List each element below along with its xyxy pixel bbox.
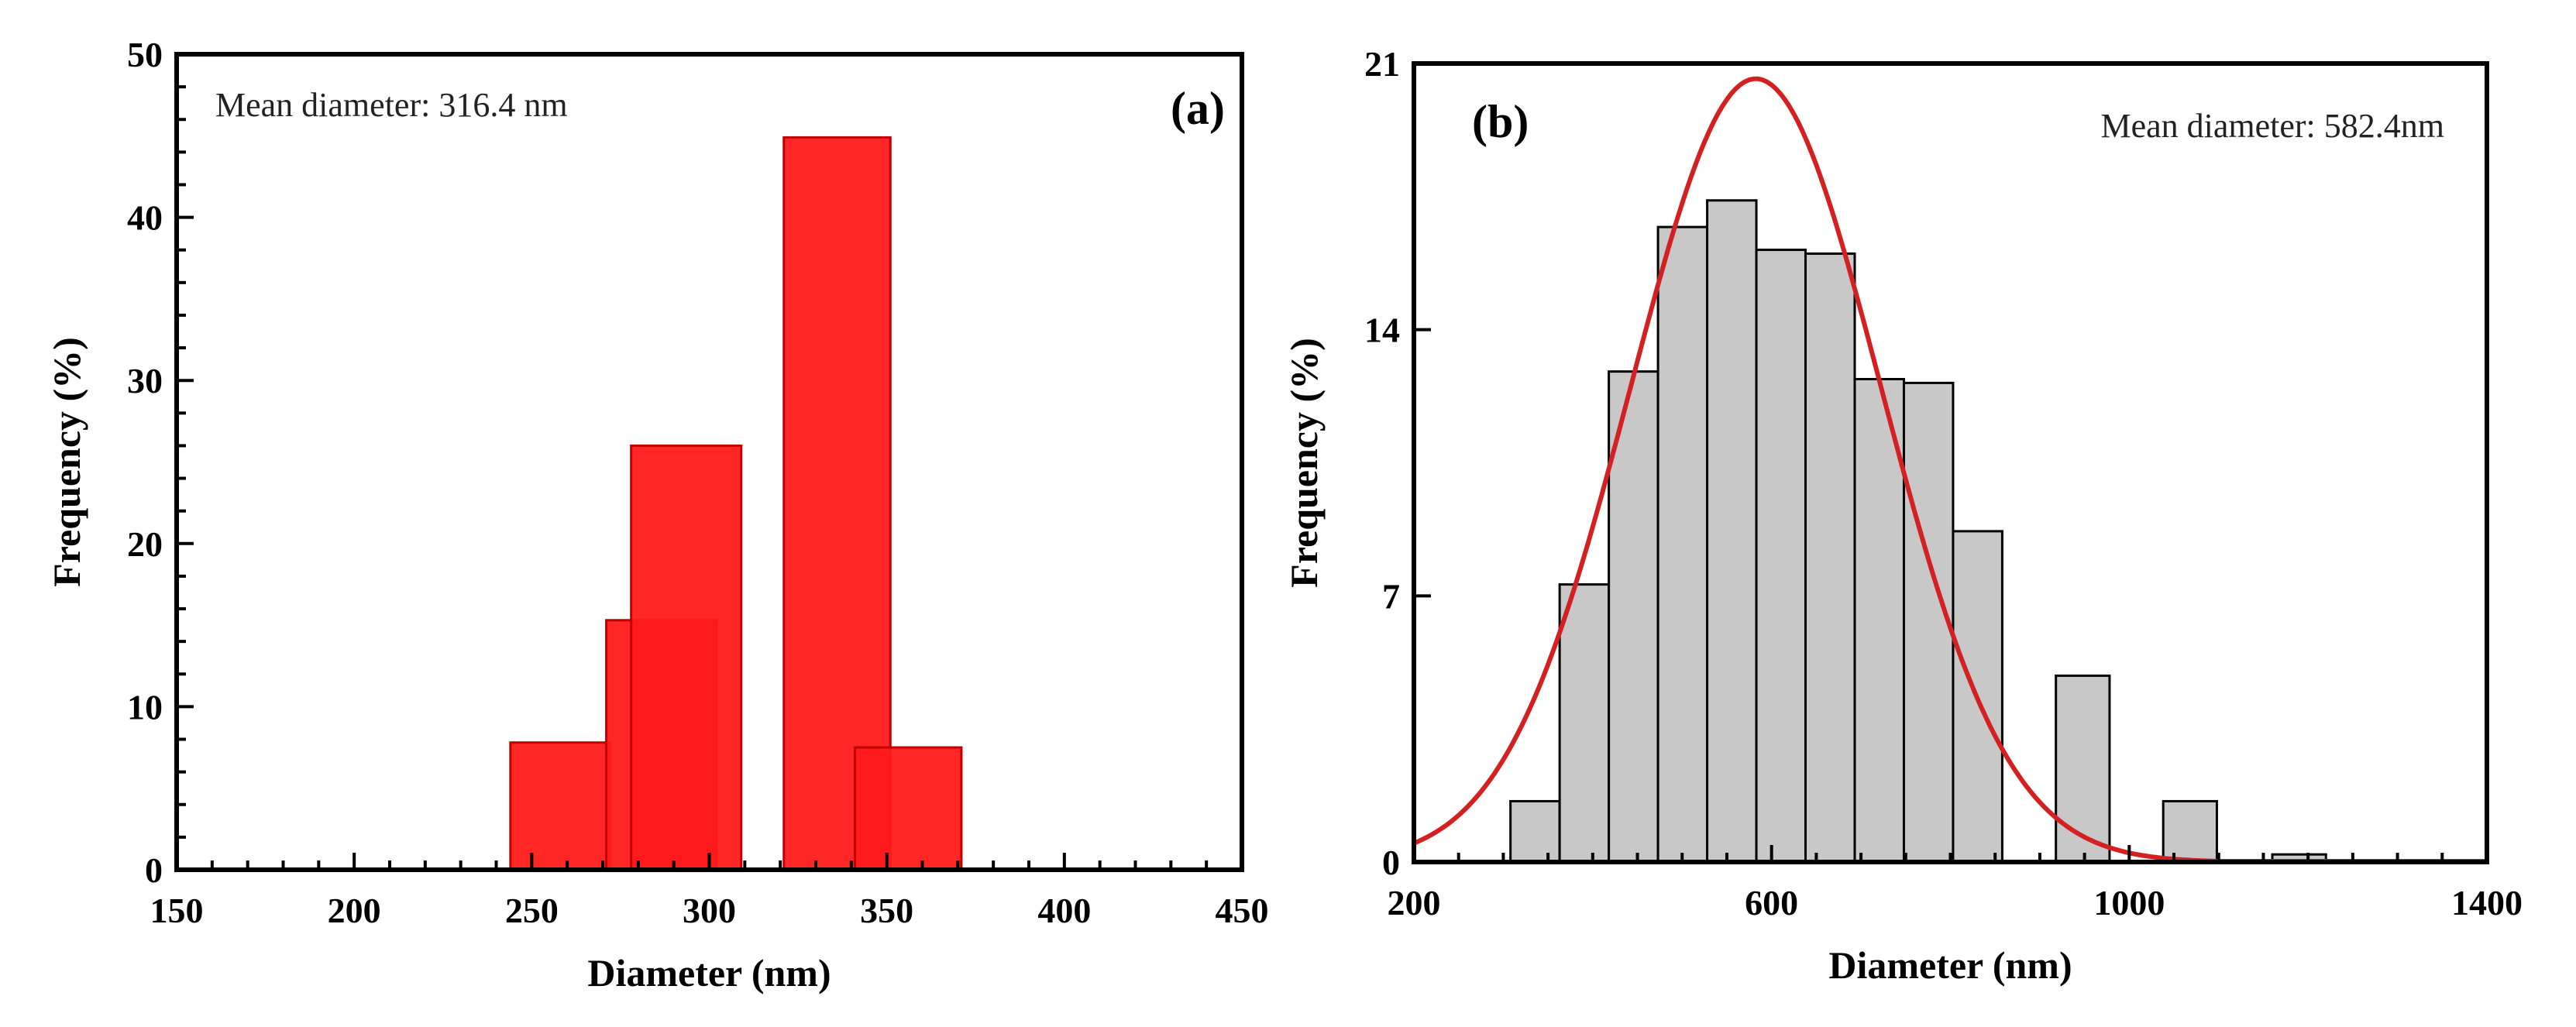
panel-b-bar-12 [2055, 674, 2111, 864]
panel-b-y-ticks: 0 7 14 21 [1364, 44, 1431, 882]
panel-a-y-ticks: 0 10 20 30 40 50 [127, 35, 194, 890]
panel-a-x-tick-label: 300 [683, 891, 736, 930]
panel-b-y-tick-label: 7 [1382, 576, 1400, 616]
panel-a-x-tick-label: 350 [860, 891, 913, 930]
panel-b-x-tick-label: 600 [1745, 883, 1798, 922]
panel-a: 150 200 250 300 350 400 450 0 10 20 30 40 50 Mean d… [45, 35, 1269, 994]
panel-a-y-axis-title: Frequency (%) [45, 337, 88, 587]
panel-b-x-axis-title: Diameter (nm) [1828, 943, 2072, 987]
panel-b-x-tick-label: 1400 [2451, 883, 2523, 922]
panel-a-y-tick-label: 40 [127, 198, 163, 238]
panel-b-bar-5 [1706, 199, 1758, 864]
panel-a-x-tick-label: 250 [505, 891, 559, 930]
panel-b-x-tick-label: 200 [1388, 883, 1441, 922]
panel-a-y-tick-label: 20 [127, 524, 163, 564]
panel-b-y-axis-title: Frequency (%) [1282, 338, 1326, 588]
panel-b-mean-annotation: Mean diameter: 582.4nm [2100, 107, 2444, 145]
panel-a-y-tick-label: 50 [127, 35, 163, 74]
panel-a-y-tick-label: 30 [127, 361, 163, 400]
panel-b-bar-4 [1656, 225, 1709, 864]
panel-a-x-tick-label: 150 [150, 891, 204, 930]
panel-a-bar-1 [509, 741, 611, 871]
panel-b-bars [1509, 199, 2327, 864]
panel-b-label: (b) [1472, 96, 1529, 147]
panel-b-bar-9 [1902, 381, 1955, 864]
panel-a-mean-annotation: Mean diameter: 316.4 nm [215, 86, 568, 124]
panel-a-x-tick-label: 400 [1037, 891, 1091, 930]
panel-a-x-ticks: 150 200 250 300 350 400 450 [150, 853, 1269, 930]
panel-a-label: (a) [1171, 83, 1225, 134]
panel-b-bar-8 [1853, 377, 1905, 864]
panel-b-bar-1 [1509, 799, 1561, 864]
panel-b-y-tick-label: 0 [1382, 843, 1400, 882]
panel-a-y-tick-label: 10 [127, 687, 163, 726]
panel-b-bar-13 [2162, 799, 2218, 864]
panel-a-y-tick-label: 0 [145, 850, 163, 890]
panel-a-x-tick-label: 200 [328, 891, 381, 930]
panel-b: 200 600 1000 1400 0 7 14 21 Mean diameter: 582… [1282, 44, 2523, 987]
panel-a-bar-3 [630, 444, 743, 871]
panel-b-y-tick-label: 14 [1364, 311, 1400, 350]
panel-a-bars [509, 136, 963, 871]
panel-a-x-tick-label: 450 [1216, 891, 1269, 930]
panel-b-x-tick-label: 1000 [2093, 883, 2165, 922]
panel-b-x-ticks: 200 600 1000 1400 [1388, 845, 2523, 922]
panel-a-x-axis-title: Diameter (nm) [587, 951, 831, 994]
panel-b-bar-7 [1804, 252, 1856, 864]
panel-b-y-tick-label: 21 [1364, 44, 1400, 84]
panel-b-bar-6 [1755, 249, 1807, 864]
panel-b-bar-2 [1558, 583, 1611, 864]
panel-a-bar-5 [853, 746, 963, 871]
